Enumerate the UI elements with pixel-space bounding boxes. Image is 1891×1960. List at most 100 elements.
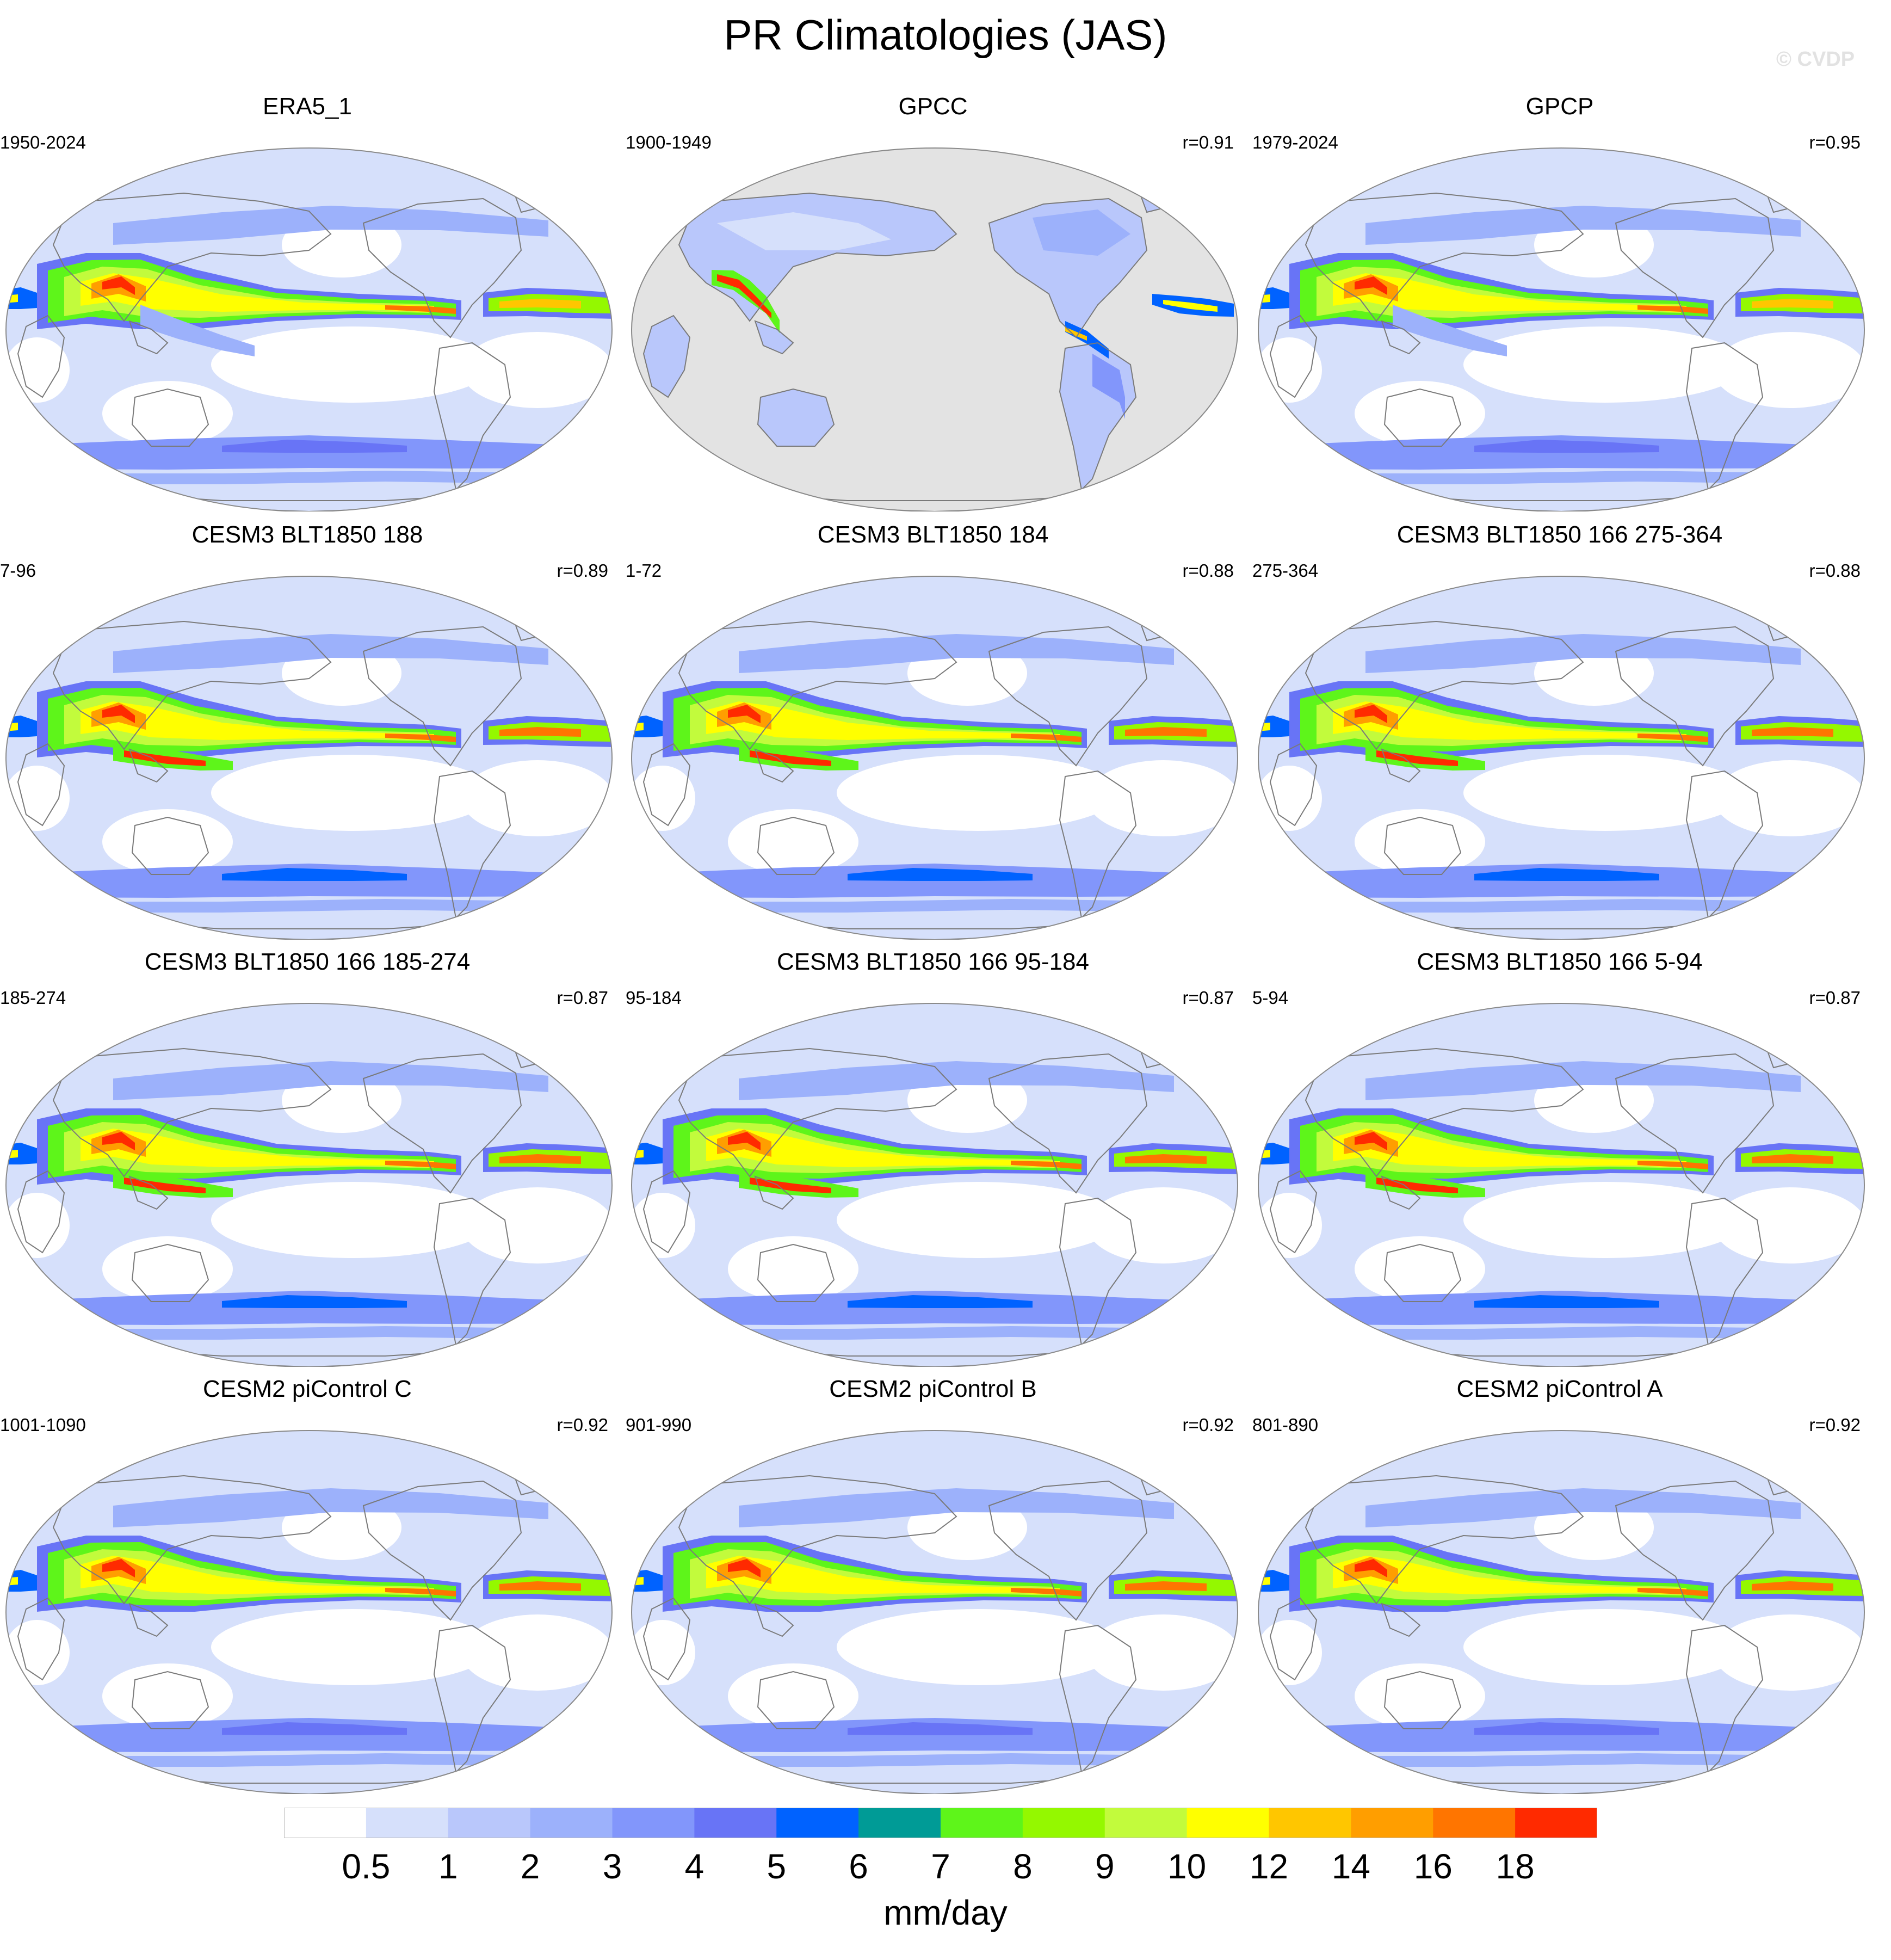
map-outline [631, 1430, 1238, 1794]
coastline-seasia [754, 748, 794, 783]
precip-map [631, 1430, 1238, 1794]
coastline-asia [1305, 1047, 1584, 1178]
coastline-asia [678, 192, 957, 322]
panel-correlation: r=0.95 [1809, 132, 1861, 152]
map-outline [1258, 1003, 1865, 1367]
coastline-asia [1305, 1475, 1584, 1605]
panel-title: CESM2 piControl C [203, 1376, 412, 1402]
page-title: PR Climatologies (JAS) [724, 11, 1167, 59]
coastline-australia [1383, 1243, 1462, 1302]
colorbar-segment [284, 1808, 367, 1838]
colorbar-segment [1104, 1808, 1188, 1838]
colorbar-tick-label: 14 [1331, 1847, 1370, 1886]
coastline-asia [1305, 620, 1584, 750]
coastline-australia [131, 388, 209, 447]
map-outline [1258, 1430, 1865, 1794]
panel-correlation: r=0.92 [1182, 1415, 1234, 1435]
precip-map [5, 1430, 613, 1794]
panel-correlation: r=0.89 [557, 560, 609, 581]
coastline-northamerica [1615, 1053, 1775, 1194]
watermark: © CVDP [1776, 48, 1855, 71]
panel-period: 901-990 [626, 1415, 692, 1435]
coastline-africa [17, 1170, 65, 1254]
colorbar-segment [1433, 1808, 1516, 1838]
colorbar-segment [448, 1808, 531, 1838]
panel-title: CESM3 BLT1850 166 95-184 [777, 948, 1089, 975]
colorbar-tick-label: 9 [1095, 1847, 1115, 1886]
coastline-seasia [128, 1175, 169, 1210]
coastline-northamerica [988, 1480, 1148, 1621]
coastline-northamerica [1615, 1480, 1775, 1621]
coastline-northamerica [988, 626, 1148, 767]
map-outline [5, 576, 613, 940]
colorbar [284, 1808, 1597, 1838]
coastline-africa [17, 743, 65, 827]
coastline-northamerica [362, 198, 522, 338]
coastline-southamerica [1059, 770, 1137, 920]
coastline-seasia [1381, 748, 1421, 783]
panel-title: CESM3 BLT1850 184 [817, 521, 1049, 548]
coastline-seasia [754, 320, 794, 355]
coastline-seasia [128, 748, 169, 783]
panel-title: CESM3 BLT1850 188 [191, 521, 423, 548]
panel-correlation: r=0.87 [557, 988, 609, 1008]
coastline-northamerica [988, 1053, 1148, 1194]
precip-map [1258, 147, 1865, 511]
coastline-southamerica [1685, 1197, 1764, 1347]
coastline-australia [757, 1671, 835, 1729]
coastline-africa [1269, 1170, 1318, 1254]
colorbar-segment [694, 1808, 777, 1838]
coastline-northamerica [988, 198, 1148, 338]
map-outline [631, 1003, 1238, 1367]
coastline-southamerica [1685, 1624, 1764, 1774]
coastline-australia [131, 816, 209, 875]
map-panel: CESM3 BLT1850 166 95-184 95-184 r=0.87 [626, 947, 1240, 1371]
coastline-southamerica [1685, 770, 1764, 920]
precip-map [5, 576, 613, 940]
map-outline [5, 1430, 613, 1794]
coastline-southamerica [433, 1197, 511, 1347]
panel-title: CESM3 BLT1850 166 185-274 [144, 948, 471, 975]
precip-map [5, 147, 613, 511]
map-panel: CESM3 BLT1850 166 275-364 275-364 r=0.88 [1252, 520, 1867, 944]
coastline-asia [1305, 192, 1584, 322]
precip-map [1258, 576, 1865, 940]
coastline-seasia [1381, 1175, 1421, 1210]
colorbar-segment [776, 1808, 859, 1838]
precip-map [631, 1003, 1238, 1367]
coastline-seasia [754, 1175, 794, 1210]
coastline-asia [52, 1475, 332, 1605]
coastline-africa [1269, 1597, 1318, 1681]
panel-period: 801-890 [1252, 1415, 1319, 1435]
panel-period: 7-96 [0, 560, 36, 581]
panel-period: 5-94 [1252, 988, 1289, 1008]
coastline-africa [642, 1597, 691, 1681]
coastline-asia [52, 1047, 332, 1178]
panel-period: 1-72 [626, 560, 662, 581]
precip-map [631, 576, 1238, 940]
coastline-africa [1269, 315, 1318, 398]
coastline-africa [1269, 743, 1318, 827]
colorbar-segment [1515, 1808, 1597, 1838]
map-panel: GPCP 1979-2024 r=0.95 [1252, 91, 1867, 516]
coastline-southamerica [433, 1624, 511, 1774]
coastline-asia [52, 620, 332, 750]
map-panel: CESM3 BLT1850 184 1-72 r=0.88 [626, 520, 1240, 944]
precip-map [631, 147, 1238, 511]
coastline-seasia [754, 1602, 794, 1637]
map-panel: GPCC 1900-1949 r=0.91 [626, 91, 1240, 516]
map-panel: ERA5_1 1950-2024 [0, 91, 615, 516]
precip-map [5, 1003, 613, 1367]
colorbar-tick-label: 5 [767, 1847, 787, 1886]
colorbar-segment [858, 1808, 941, 1838]
coastline-southamerica [1059, 1624, 1137, 1774]
map-outline [631, 576, 1238, 940]
panel-period: 1900-1949 [626, 132, 712, 152]
coastline-australia [131, 1671, 209, 1729]
colorbar-tick-label: 10 [1167, 1847, 1207, 1886]
panel-correlation: r=0.91 [1182, 132, 1234, 152]
colorbar-tick-label: 1 [438, 1847, 458, 1886]
colorbar-units: mm/day [883, 1893, 1008, 1932]
coastline-australia [757, 1243, 835, 1302]
map-panel: CESM2 piControl C 1001-1090 r=0.92 [0, 1374, 615, 1798]
